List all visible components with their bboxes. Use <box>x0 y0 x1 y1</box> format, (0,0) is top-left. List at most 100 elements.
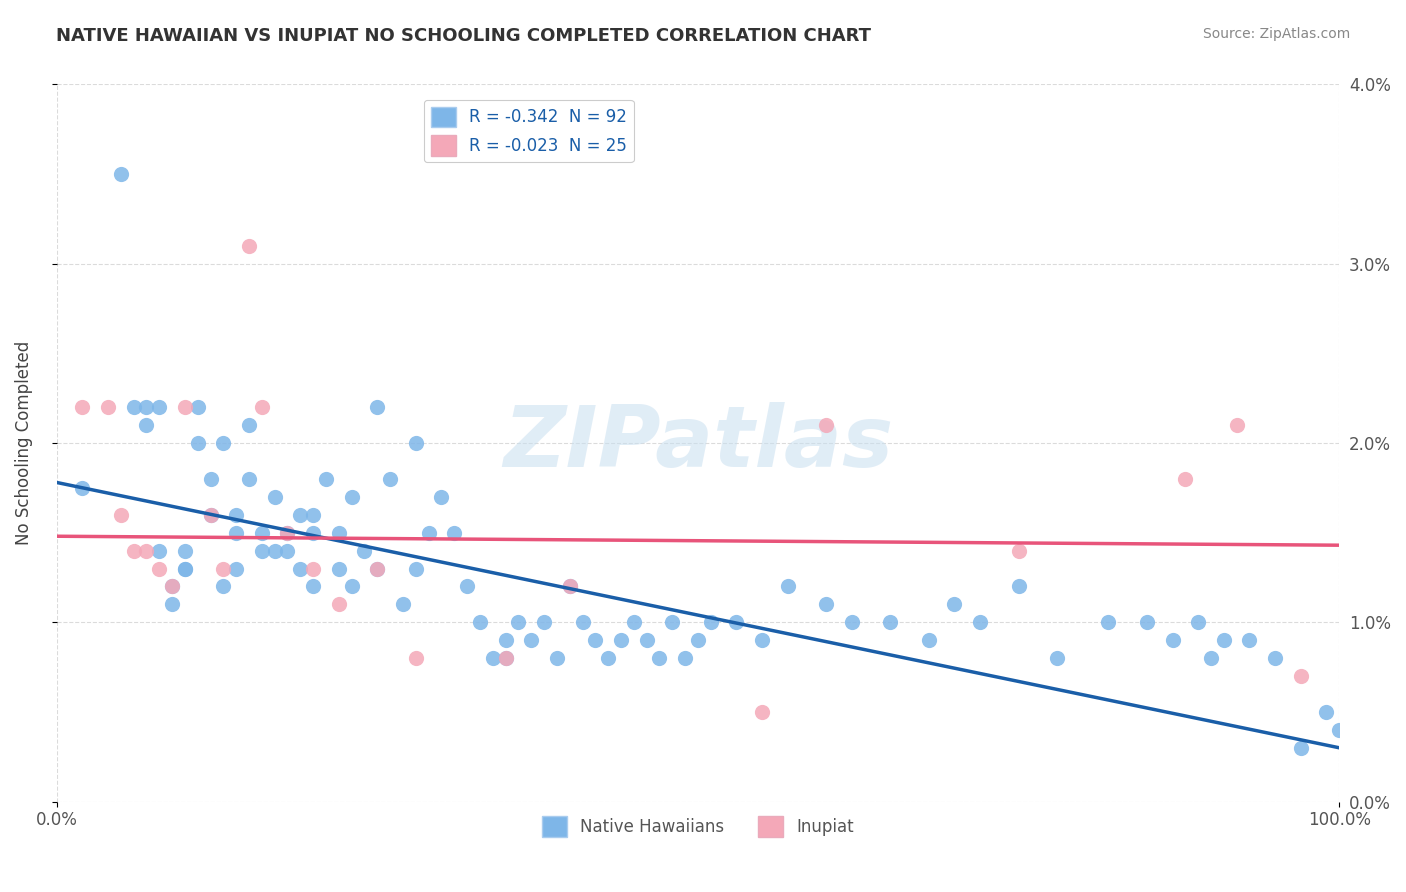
Point <box>110 167 132 181</box>
Point <box>751 633 773 648</box>
Point <box>648 651 671 665</box>
Point <box>135 543 157 558</box>
Point <box>173 543 195 558</box>
Point <box>1161 633 1184 648</box>
Point <box>943 598 966 612</box>
Point <box>97 400 120 414</box>
Point <box>456 579 478 593</box>
Point <box>135 418 157 433</box>
Point <box>495 633 517 648</box>
Point <box>1199 651 1222 665</box>
Point <box>1226 418 1249 433</box>
Point <box>533 615 555 630</box>
Point <box>405 651 427 665</box>
Point <box>405 436 427 450</box>
Text: Source: ZipAtlas.com: Source: ZipAtlas.com <box>1202 27 1350 41</box>
Point <box>302 579 325 593</box>
Point <box>443 525 465 540</box>
Point <box>776 579 799 593</box>
Point <box>418 525 440 540</box>
Point <box>1289 669 1312 683</box>
Point <box>623 615 645 630</box>
Point <box>1097 615 1119 630</box>
Point <box>725 615 748 630</box>
Point <box>135 400 157 414</box>
Point <box>340 579 363 593</box>
Point <box>290 508 312 522</box>
Point <box>173 561 195 575</box>
Point <box>1289 740 1312 755</box>
Point <box>879 615 901 630</box>
Point <box>263 543 285 558</box>
Point <box>1315 705 1337 719</box>
Point <box>1007 543 1029 558</box>
Point <box>148 400 170 414</box>
Point <box>340 490 363 504</box>
Point <box>276 525 298 540</box>
Point <box>173 400 195 414</box>
Point <box>1136 615 1159 630</box>
Point <box>200 508 222 522</box>
Point <box>173 561 195 575</box>
Point <box>815 598 838 612</box>
Point <box>160 579 183 593</box>
Point <box>225 561 247 575</box>
Point <box>673 651 696 665</box>
Point <box>315 472 337 486</box>
Text: NATIVE HAWAIIAN VS INUPIAT NO SCHOOLING COMPLETED CORRELATION CHART: NATIVE HAWAIIAN VS INUPIAT NO SCHOOLING … <box>56 27 872 45</box>
Point <box>495 651 517 665</box>
Point <box>276 543 298 558</box>
Point <box>558 579 581 593</box>
Point <box>661 615 683 630</box>
Point <box>366 400 388 414</box>
Point <box>1187 615 1209 630</box>
Point <box>508 615 530 630</box>
Point <box>72 481 94 495</box>
Point <box>122 400 145 414</box>
Point <box>290 561 312 575</box>
Point <box>495 651 517 665</box>
Point <box>328 598 350 612</box>
Point <box>250 525 273 540</box>
Point <box>1046 651 1069 665</box>
Point <box>328 525 350 540</box>
Point <box>751 705 773 719</box>
Point <box>212 579 235 593</box>
Point <box>302 508 325 522</box>
Point <box>686 633 709 648</box>
Point <box>558 579 581 593</box>
Point <box>302 525 325 540</box>
Point <box>238 239 260 253</box>
Point <box>263 490 285 504</box>
Point <box>160 579 183 593</box>
Point <box>610 633 633 648</box>
Point <box>1007 579 1029 593</box>
Text: ZIPatlas: ZIPatlas <box>503 401 893 484</box>
Point <box>328 561 350 575</box>
Point <box>520 633 543 648</box>
Point <box>212 561 235 575</box>
Point <box>1174 472 1197 486</box>
Point <box>250 543 273 558</box>
Point <box>212 436 235 450</box>
Point <box>276 525 298 540</box>
Point <box>148 543 170 558</box>
Point <box>302 561 325 575</box>
Point <box>583 633 606 648</box>
Point <box>546 651 568 665</box>
Point <box>238 418 260 433</box>
Point <box>598 651 620 665</box>
Point <box>187 400 209 414</box>
Point <box>378 472 401 486</box>
Point <box>841 615 863 630</box>
Point <box>392 598 415 612</box>
Point <box>160 598 183 612</box>
Point <box>200 508 222 522</box>
Point <box>225 508 247 522</box>
Point <box>969 615 991 630</box>
Point <box>815 418 838 433</box>
Point <box>366 561 388 575</box>
Point <box>468 615 491 630</box>
Point <box>571 615 593 630</box>
Point <box>1239 633 1261 648</box>
